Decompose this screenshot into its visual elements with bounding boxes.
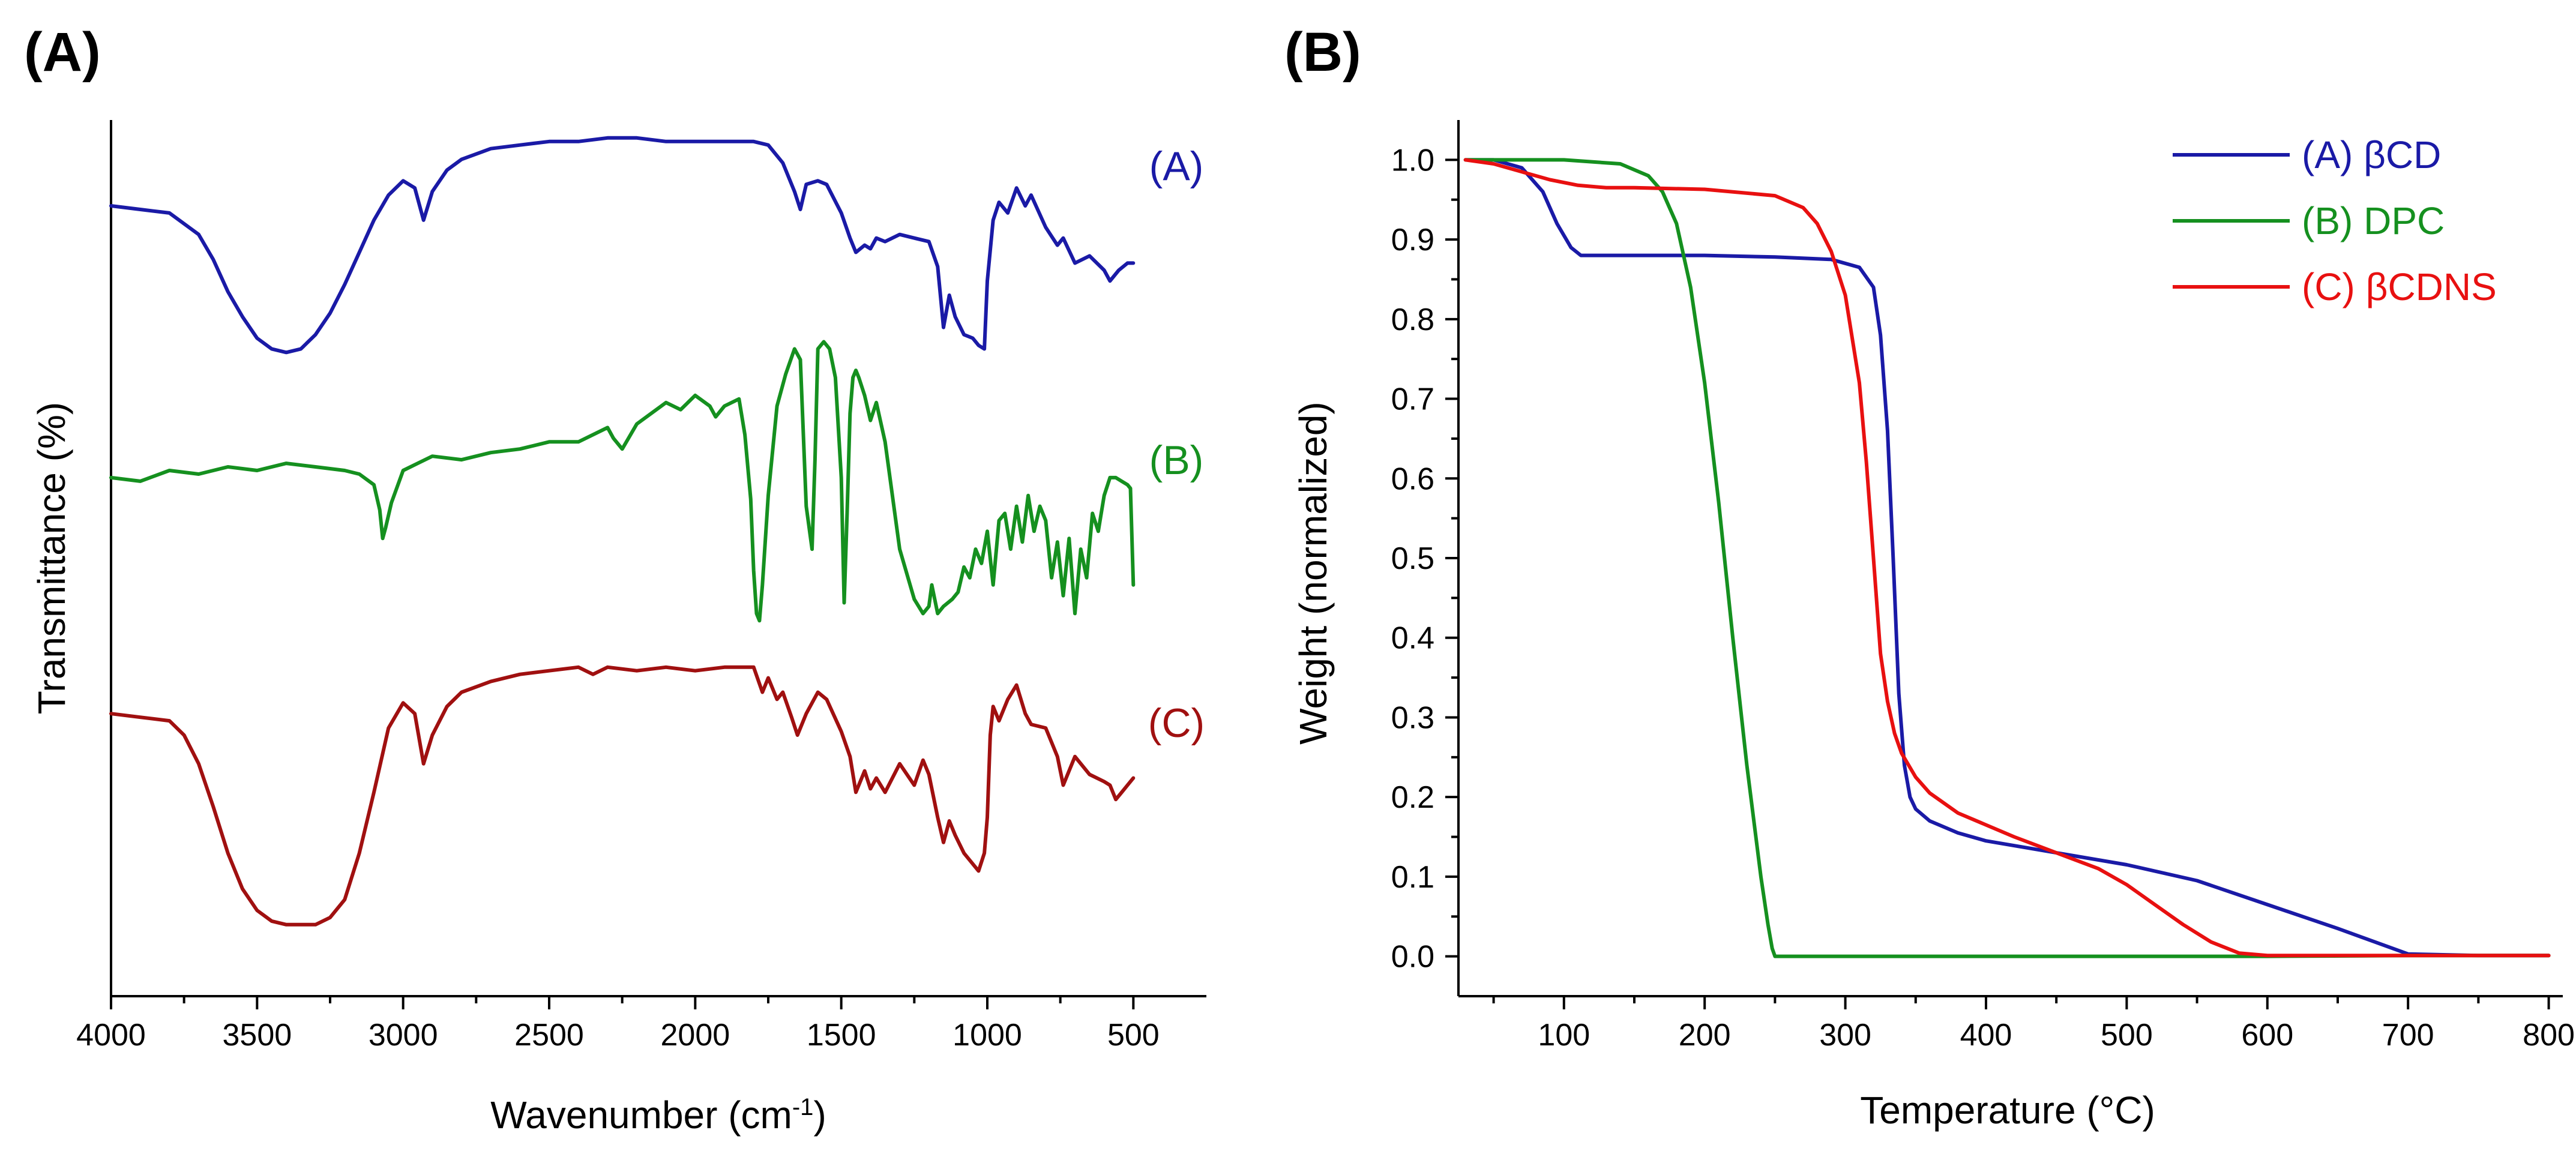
tga-series-b: [1463, 158, 2551, 958]
ftir-x-axis-title-superscript: -1: [792, 1094, 814, 1120]
tga-y-tick-label: 0.7: [1391, 382, 1434, 417]
panel-label-b: (B): [1284, 22, 1361, 83]
tga-y-axis-title: Weight (normalized): [1292, 401, 1335, 744]
tga-y-tick-label: 0.0: [1391, 940, 1434, 975]
ftir-x-axis-title-main: Wavenumber (cm: [490, 1093, 792, 1137]
tga-y-tick-label: 0.9: [1391, 223, 1434, 257]
tga-y-tick-label: 0.2: [1391, 780, 1434, 815]
tga-x-tick-label: 800: [2523, 1018, 2575, 1053]
tga-chart: 100 200 300 400 500 600 700 800 0.0 0.1 0.2 0.3 0.4 0…: [1292, 120, 2575, 1132]
ftir-x-tick-label: 3500: [222, 1018, 292, 1053]
tga-y-tick-label: 0.5: [1391, 541, 1434, 576]
tga-legend-label: (B) DPC: [2302, 199, 2445, 242]
ftir-series-c: [109, 665, 1136, 927]
tga-series-c: [1463, 158, 2551, 958]
ftir-x-tick-label: 2000: [660, 1018, 730, 1053]
ftir-x-axis-title-suffix: ): [813, 1093, 826, 1137]
tga-series-a: [1463, 158, 2551, 958]
ftir-trace-label-b: (B): [1149, 437, 1204, 483]
ftir-x-tick-label: 1000: [952, 1018, 1022, 1053]
tga-x-tick-label: 100: [1538, 1018, 1590, 1053]
ftir-series-b: [109, 340, 1136, 623]
tga-x-axis-title: Temperature (°C): [1860, 1089, 2155, 1132]
tga-x-tick-label: 300: [1819, 1018, 1871, 1053]
tga-x-tick-label: 700: [2382, 1018, 2434, 1053]
ftir-trace-label-a: (A): [1149, 143, 1204, 189]
ftir-trace-label-c: (C): [1148, 700, 1205, 746]
ftir-x-tick-label: 4000: [76, 1018, 146, 1053]
tga-y-tick-label: 1.0: [1391, 143, 1434, 178]
tga-legend-label: (A) βCD: [2302, 133, 2441, 176]
tga-x-tick-label: 400: [1960, 1018, 2012, 1053]
tga-x-tick-label: 500: [2101, 1018, 2153, 1053]
tga-legend: (A) βCD (B) DPC (C) βCDNS: [2173, 133, 2497, 308]
ftir-series-a: [109, 136, 1136, 355]
tga-y-tick-label: 0.8: [1391, 302, 1434, 337]
ftir-chart: 4000 3500 3000 2500 2000 1500 1000 500 (A) (B) (C…: [30, 120, 1206, 1137]
tga-x-tick-label: 600: [2241, 1018, 2293, 1053]
tga-legend-label: (C) βCDNS: [2302, 265, 2497, 308]
tga-y-tick-label: 0.4: [1391, 621, 1434, 656]
tga-y-tick-label: 0.6: [1391, 461, 1434, 496]
tga-x-tick-label: 200: [1679, 1018, 1731, 1053]
ftir-x-tick-label: 1500: [807, 1018, 876, 1053]
ftir-y-axis-title: Transmittance (%): [30, 402, 73, 714]
ftir-x-tick-label: 2500: [514, 1018, 584, 1053]
tga-y-tick-label: 0.1: [1391, 860, 1434, 895]
tga-y-tick-label: 0.3: [1391, 700, 1434, 735]
ftir-x-axis-title: Wavenumber (cm-1): [490, 1093, 826, 1137]
ftir-x-tick-label: 500: [1107, 1018, 1160, 1053]
panel-label-a: (A): [24, 22, 101, 83]
ftir-x-tick-label: 3000: [369, 1018, 438, 1053]
